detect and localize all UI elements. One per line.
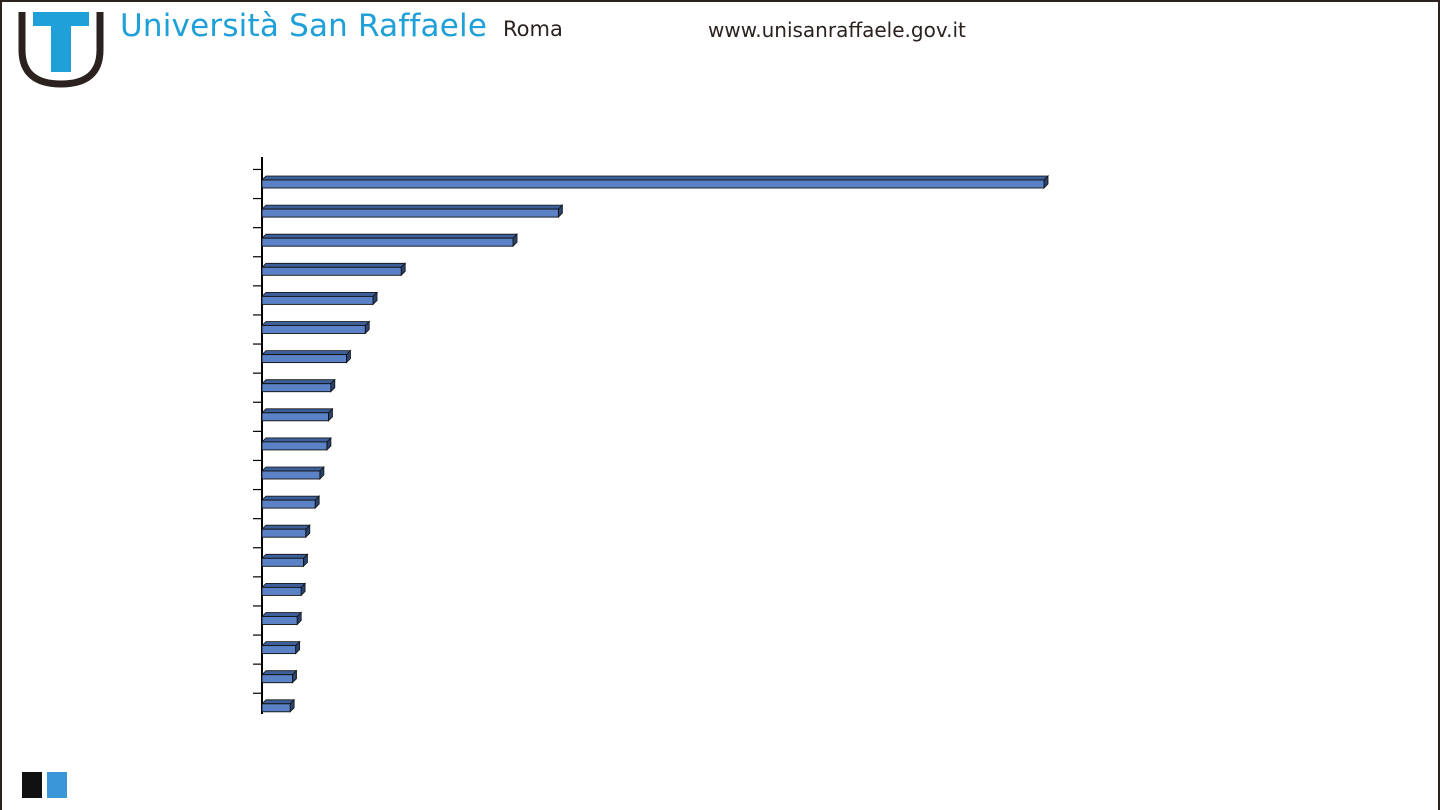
footer-square-accent (47, 772, 67, 798)
bar (261, 674, 293, 684)
bar (261, 616, 298, 625)
bar (261, 586, 302, 596)
bar-top-face (261, 553, 309, 559)
bar-top-face (261, 524, 311, 530)
bar-top-face (261, 291, 379, 297)
bar-top-face (261, 204, 564, 210)
bar-top-face (261, 437, 332, 443)
bar-top-face (261, 233, 518, 239)
footer-square-dark (22, 772, 42, 798)
university-website[interactable]: www.unisanraffaele.gov.it (708, 18, 966, 42)
bar (261, 441, 328, 451)
bar-top-face (261, 495, 321, 501)
bar-top-face (261, 670, 298, 676)
bar (261, 208, 559, 218)
bar (261, 499, 316, 509)
bar (261, 645, 297, 655)
bar-top-face (261, 583, 307, 588)
bar (261, 179, 1045, 189)
bar (261, 295, 374, 305)
bar-top-face (261, 175, 1049, 181)
bar-top-face (261, 321, 371, 326)
university-city: Roma (503, 17, 563, 41)
university-name: Università San Raffaele (120, 8, 488, 44)
bar-top-face (261, 641, 301, 646)
bar (261, 266, 402, 276)
bar-top-face (261, 466, 325, 472)
logo-shield-outline (18, 12, 104, 88)
bar-top-face (261, 612, 303, 617)
bar (261, 412, 329, 422)
bar (261, 237, 514, 247)
bar-top-face (261, 350, 352, 356)
bar-top-face (261, 699, 296, 705)
bar (261, 383, 332, 393)
logo-t-stem (51, 12, 71, 72)
bar (261, 325, 366, 334)
bar-top-face (261, 262, 407, 268)
footer-decoration (22, 772, 70, 800)
bar (261, 703, 291, 713)
bar-top-face (261, 408, 334, 414)
bar-top-face (261, 379, 336, 385)
university-logo-icon (18, 12, 104, 88)
bar (261, 354, 347, 364)
bar (261, 557, 304, 567)
bar (261, 470, 321, 480)
bar (261, 528, 307, 538)
